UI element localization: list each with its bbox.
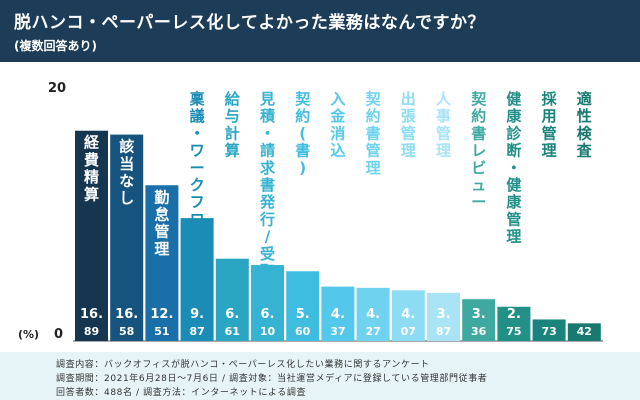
bar-6 <box>251 265 284 341</box>
y-tick-bottom: 0 <box>54 327 64 342</box>
category-label-9: 契約書管理 <box>365 90 382 177</box>
value-label-2-dec: 58 <box>119 325 134 338</box>
value-label-4-int: 9. <box>190 307 204 322</box>
bar-12 <box>462 299 496 341</box>
category-label-15: 適性検査 <box>577 90 593 160</box>
category-label-10: 出張管理 <box>401 90 417 160</box>
bar-9 <box>356 287 390 341</box>
bar-1 <box>75 130 108 341</box>
bar-15 <box>567 323 601 341</box>
category-label-11: 人事管理 <box>436 90 452 160</box>
value-label-1-dec: 89 <box>84 325 99 338</box>
bar-7 <box>286 271 320 341</box>
header-banner: 脱ハンコ・ペーパーレス化してよかった業務はなんですか？ (複数回答あり) <box>0 0 640 62</box>
category-label-8: 入金消込 <box>329 90 346 160</box>
category-label-4: 稟議・ワークフロー <box>190 90 205 246</box>
value-label-11-dec: 87 <box>436 325 451 338</box>
footer-line-respondents: 回答者数：488名 / 調査方法：インターネットによる調査 <box>56 388 307 398</box>
bar-2 <box>110 134 144 341</box>
footer-line-period: 調査期間：2021年6月28日〜7月6日 / 調査対象：当社運営メディアに登録し… <box>56 374 488 384</box>
category-label-6: 見積・請求書発行/受取 <box>259 90 276 280</box>
bar-13 <box>497 306 531 341</box>
value-label-8-dec: 37 <box>330 325 345 338</box>
value-label-15-int: 1. <box>577 307 591 322</box>
value-label-8-int: 4. <box>331 307 345 322</box>
category-label-14: 採用管理 <box>542 90 558 160</box>
value-label-10-int: 4. <box>401 307 415 322</box>
value-label-5-int: 6. <box>225 307 239 322</box>
bar-8 <box>321 286 355 341</box>
value-label-1-int: 16. <box>80 307 103 322</box>
y-tick-top: 20 <box>48 81 67 96</box>
category-label-12: 契約書レビュー <box>470 90 487 211</box>
bar-10 <box>391 290 425 341</box>
value-label-4-dec: 87 <box>189 325 204 338</box>
value-label-7-dec: 60 <box>295 325 311 338</box>
value-label-7-int: 5. <box>296 307 310 322</box>
value-label-15-dec: 42 <box>577 325 592 338</box>
category-label-3: 勤怠管理 <box>154 188 169 258</box>
bar-3 <box>145 185 179 341</box>
y-axis-unit: (%) <box>18 328 40 341</box>
footer-line-content: 調査内容：バックオフィスが脱ハンコ・ペーパーレス化したい業務に関するアンケート <box>56 360 430 370</box>
survey-footer: 調査内容：バックオフィスが脱ハンコ・ペーパーレス化したい業務に関するアンケート … <box>0 352 640 400</box>
bar-5 <box>215 258 249 341</box>
value-label-9-dec: 27 <box>365 325 380 338</box>
category-label-13: 健康診断・健康管理 <box>506 90 522 246</box>
value-label-3-int: 12. <box>150 307 173 322</box>
value-label-11-int: 3. <box>437 307 451 322</box>
value-label-13-dec: 75 <box>506 325 521 338</box>
value-label-12-dec: 36 <box>471 325 487 338</box>
bar-4 <box>180 218 214 341</box>
value-label-9-int: 4. <box>366 307 380 322</box>
value-label-10-dec: 07 <box>401 325 416 338</box>
value-label-13-int: 2. <box>507 307 521 322</box>
category-label-7: 契約(書) <box>294 90 311 177</box>
category-label-2: 該当なし <box>119 138 134 208</box>
value-label-6-dec: 10 <box>260 325 276 338</box>
value-label-14-dec: 73 <box>541 325 556 338</box>
bar-11 <box>427 292 460 341</box>
value-label-5-dec: 61 <box>225 325 240 338</box>
value-label-12-int: 3. <box>472 307 486 322</box>
bar-14 <box>532 319 566 341</box>
value-label-3-dec: 51 <box>154 325 169 338</box>
chart-subtitle: (複数回答あり) <box>14 39 97 53</box>
value-label-14-int: 1. <box>542 307 556 322</box>
chart-title: 脱ハンコ・ペーパーレス化してよかった業務はなんですか？ <box>14 13 485 33</box>
category-label-1: 経費精算 <box>84 134 100 204</box>
value-label-6-int: 6. <box>261 307 275 322</box>
category-label-5: 給与計算 <box>225 90 241 160</box>
value-label-2-int: 16. <box>115 307 138 322</box>
